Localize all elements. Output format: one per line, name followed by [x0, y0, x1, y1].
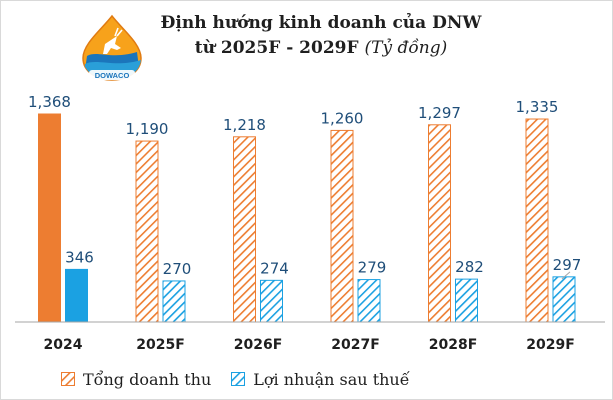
data-label-profit-2026F: 274	[260, 259, 289, 277]
data-label-revenue-2025F: 1,190	[126, 120, 169, 138]
bar-profit-2026F	[260, 279, 283, 323]
data-label-leader-profit-2029F	[561, 271, 571, 280]
bar-revenue-2025F	[135, 140, 159, 323]
x-tick-label-2029F: 2029F	[526, 337, 575, 353]
legend-swatch-profit	[231, 372, 246, 386]
legend-swatch-revenue	[61, 372, 75, 386]
data-label-revenue-2027F: 1,260	[321, 109, 364, 127]
legend: Tổng doanh thu Lợi nhuận sau thuế	[61, 367, 430, 391]
data-label-revenue-2028F: 1,297	[418, 104, 461, 122]
chart-title-years: từ 2025F - 2029F	[194, 38, 359, 58]
bar-profit-2025F	[162, 280, 186, 323]
bar-profit-2028F	[455, 278, 478, 323]
bar-revenue-2028F	[428, 124, 451, 323]
data-label-revenue-2026F: 1,218	[223, 116, 266, 134]
x-tick-label-2025F: 2025F	[136, 337, 185, 353]
bar-profit-2027F	[357, 279, 381, 323]
tick-labels-layer: 2024 2025F 2026F 2027F 2028F 2029F	[44, 337, 575, 353]
x-tick-label-2027F: 2027F	[331, 337, 380, 353]
legend-label-revenue: Tổng doanh thu	[83, 369, 212, 389]
bar-revenue-2026F	[233, 136, 256, 323]
bar-profit-2024	[65, 268, 88, 323]
data-label-profit-2025F: 270	[163, 260, 192, 278]
bars-layer	[38, 113, 576, 323]
x-tick-label-2028F: 2028F	[429, 337, 478, 353]
logo-text: DOWACO	[95, 71, 130, 80]
x-tick-label-2026F: 2026F	[234, 337, 283, 353]
chart-title-line-2: từ 2025F - 2029F (Tỷ đồng)	[131, 38, 511, 58]
bar-profit-2029F	[552, 276, 576, 323]
legend-item-revenue: Tổng doanh thu	[61, 370, 211, 389]
x-tick-label-2024: 2024	[44, 337, 83, 353]
data-label-profit-2028F: 282	[455, 258, 484, 276]
legend-label-profit: Lợi nhuận sau thuế	[253, 369, 410, 389]
data-label-revenue-2029F: 1,335	[516, 98, 559, 116]
data-label-profit-2029F: 297	[553, 256, 582, 274]
labels-layer: 1,368 346 1,190 270 1,218 274 1,260 279 1,297 282…	[28, 93, 582, 280]
bar-revenue-2024	[38, 113, 61, 323]
dowaco-logo: DOWACO	[82, 14, 142, 81]
bar-revenue-2027F	[330, 129, 354, 323]
legend-item-profit: Lợi nhuận sau thuế	[231, 369, 410, 389]
data-label-revenue-2024: 1,368	[28, 93, 71, 111]
data-label-profit-2024: 346	[65, 248, 94, 266]
bar-revenue-2029F	[525, 118, 549, 323]
data-label-profit-2027F: 279	[358, 259, 387, 277]
chart-title-line-1: Định hướng kinh doanh của DNW	[160, 13, 482, 33]
chart-title-unit: (Tỷ đồng)	[364, 38, 448, 58]
